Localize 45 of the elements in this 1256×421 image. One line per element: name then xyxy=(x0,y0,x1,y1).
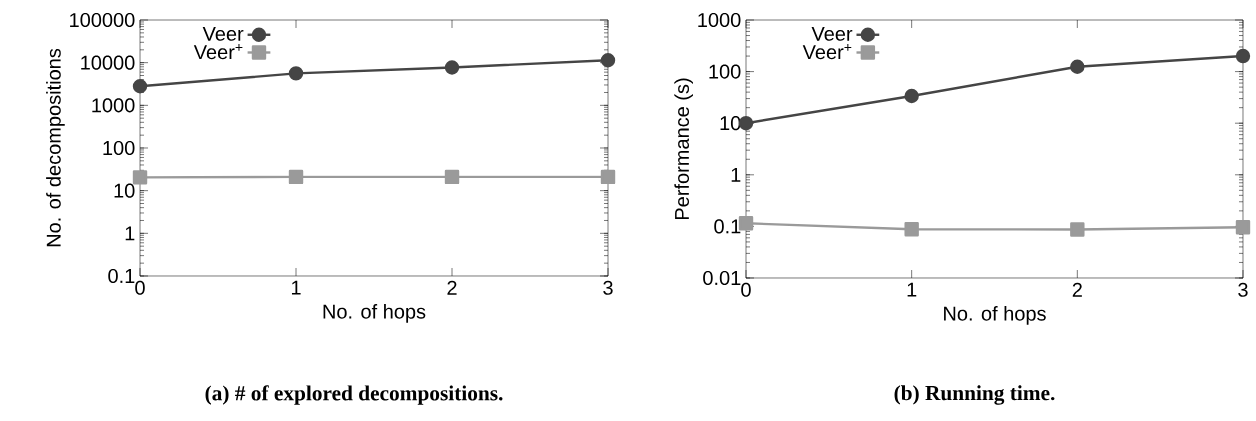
point xyxy=(1235,220,1251,235)
point xyxy=(444,60,460,75)
x-tick-label: 3 xyxy=(1238,282,1248,297)
x-tick-label: 0 xyxy=(741,282,751,297)
legend-label: Veer$^{+}$ xyxy=(802,43,852,60)
y-axis-title: Performance (s) xyxy=(674,78,693,220)
legend-label: Veer$^{+}$ xyxy=(193,43,243,60)
x-tick-label: 3 xyxy=(603,280,613,295)
point xyxy=(444,169,460,185)
y-tick-label: 1 xyxy=(731,167,741,182)
x-tick-label: 0 xyxy=(135,280,145,295)
y-tick-label: 1000 xyxy=(698,12,741,28)
y-tick-label: 0.1 xyxy=(108,268,135,284)
point xyxy=(600,53,616,68)
point xyxy=(1235,48,1251,64)
x-tick-label: 1 xyxy=(291,280,301,295)
y-tick-label: 10 xyxy=(114,183,135,198)
point xyxy=(1070,59,1085,74)
text: (b) Running time. xyxy=(894,385,1055,405)
point xyxy=(1070,222,1085,237)
point xyxy=(288,66,304,81)
y-tick-label: 100 xyxy=(709,64,741,79)
y-tick-label: 0.01 xyxy=(703,270,741,286)
y-tick-label: 1000 xyxy=(92,98,135,113)
point xyxy=(132,170,148,185)
point xyxy=(288,169,304,185)
y-tick-label: 10 xyxy=(720,116,741,131)
legend-label: Veer xyxy=(811,26,853,41)
x-tick-label: 1 xyxy=(907,282,917,297)
y-tick-label: 1 xyxy=(125,226,135,241)
text: (a) # of explored decompositions. xyxy=(205,385,503,405)
y-tick-label: 0.1 xyxy=(714,219,741,234)
x-tick-label: 2 xyxy=(447,280,457,295)
y-tick-label: 100000 xyxy=(70,12,135,28)
point xyxy=(904,88,919,104)
y-tick-label: 10000 xyxy=(81,55,135,70)
point xyxy=(600,169,616,185)
y-tick-label: 100 xyxy=(103,140,135,156)
x-tick-label: 2 xyxy=(1072,282,1082,297)
y-axis-title: No. of decompositions xyxy=(46,48,65,247)
point xyxy=(904,222,919,237)
x-axis-title: No. of hops xyxy=(944,306,1046,325)
point xyxy=(132,79,148,94)
legend-label: Veer xyxy=(202,26,244,41)
x-axis-title: No. of hops xyxy=(323,304,426,323)
